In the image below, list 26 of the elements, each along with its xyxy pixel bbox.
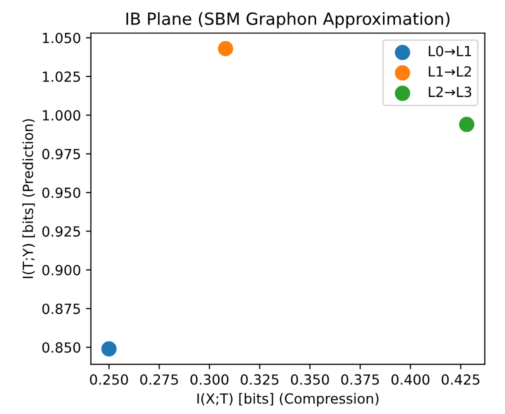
point (459, 116, 474, 132)
x-tick-label: 0.300 (190, 374, 228, 385)
chart-title: IB Plane (SBM Graphon Approximation) (126, 12, 450, 28)
y-axis-title: I(T;Y) [bits] (Prediction) (22, 119, 35, 278)
y-tick-label: 0.975 (42, 148, 80, 160)
y-tick-label: 1.000 (42, 110, 80, 121)
x-tick-label: 0.325 (240, 374, 278, 385)
legend-label: L2→L3 (428, 86, 472, 98)
x-tick-label: 0.425 (442, 374, 480, 385)
y-tick-label: 0.950 (42, 188, 80, 198)
y-tick-label: 0.900 (42, 264, 80, 276)
legend-label: L0→L1 (428, 46, 472, 56)
y-tick-label: 0.925 (42, 226, 80, 237)
legend-label: L1→L2 (428, 66, 471, 77)
x-tick-label: 0.400 (391, 374, 430, 385)
y-tick-label: 1.025 (42, 71, 80, 82)
point (101, 341, 117, 356)
x-axis-title: I(X;T) [bits] (Compression) (197, 393, 378, 406)
point (218, 40, 234, 56)
x-tick-label: 0.250 (90, 374, 128, 385)
y-tick-label: 0.850 (42, 342, 80, 353)
y-tick-label: 1.050 (42, 32, 80, 44)
x-tick-label: 0.275 (140, 374, 178, 385)
x-tick-label: 0.375 (341, 374, 379, 385)
x-tick-label: 0.350 (290, 374, 329, 385)
y-tick-label: 0.875 (42, 304, 80, 314)
